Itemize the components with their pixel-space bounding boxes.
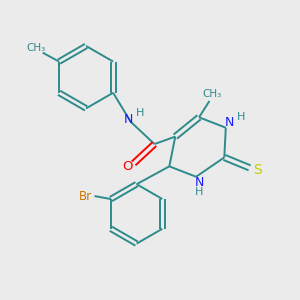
Text: H: H <box>136 108 144 118</box>
Text: CH₃: CH₃ <box>203 89 222 99</box>
Text: H: H <box>236 112 245 122</box>
Text: Br: Br <box>79 190 92 202</box>
Text: N: N <box>194 176 204 189</box>
Text: H: H <box>195 187 203 196</box>
Text: S: S <box>254 163 262 177</box>
Text: O: O <box>122 160 132 173</box>
Text: N: N <box>225 116 234 129</box>
Text: CH₃: CH₃ <box>27 43 46 53</box>
Text: N: N <box>124 113 133 126</box>
